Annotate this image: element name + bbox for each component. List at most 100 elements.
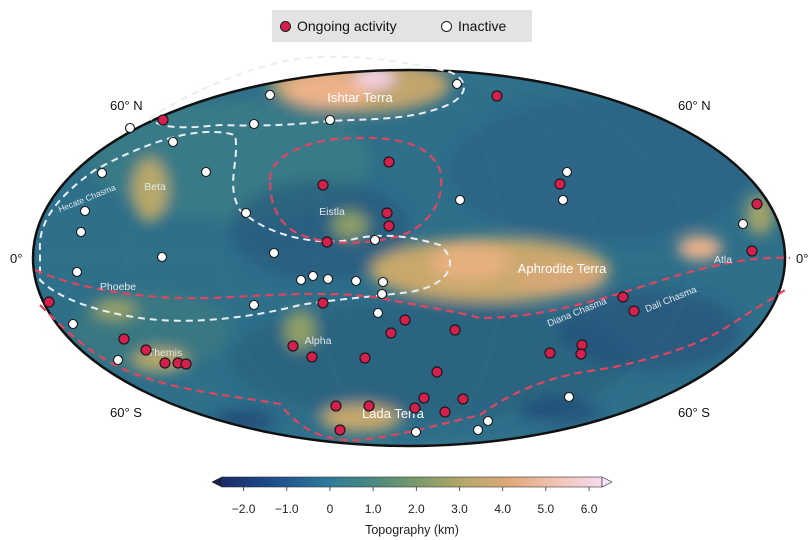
inactive-marker — [372, 307, 384, 319]
colorbar-tick-label: 4.0 — [494, 502, 512, 516]
ishtar-boundary — [148, 55, 465, 129]
ongoing-activity-marker — [431, 366, 443, 378]
ongoing-activity-marker — [383, 156, 395, 168]
legend-label-inactive: Inactive — [458, 18, 507, 34]
label-themis: Themis — [148, 347, 182, 359]
ongoing-activity-marker — [751, 198, 763, 210]
colorbar-bar — [221, 476, 603, 488]
lat-label-60s-right: 60° S — [678, 405, 710, 420]
ongoing-activity-marker — [157, 114, 169, 126]
inactive-marker — [200, 166, 212, 178]
ongoing-activity-marker — [381, 207, 393, 219]
ongoing-activity-marker — [334, 424, 346, 436]
ongoing-marker-icon — [280, 20, 291, 32]
inactive-marker — [248, 118, 260, 130]
colorbar-tick-label: 0 — [326, 502, 334, 516]
label-phoebe: Phoebe — [100, 281, 136, 293]
ongoing-activity-marker — [118, 333, 130, 345]
inactive-marker — [307, 270, 319, 282]
ongoing-activity-marker — [180, 358, 192, 370]
inactive-province-boundaries — [38, 55, 465, 322]
inactive-marker — [71, 266, 83, 278]
label-ishtar: Ishtar Terra — [327, 90, 393, 105]
label-atla: Atla — [714, 254, 732, 266]
ongoing-activity-marker — [409, 402, 421, 414]
inactive-marker — [376, 288, 388, 300]
inactive-marker-icon — [441, 20, 452, 32]
inactive-marker — [240, 207, 252, 219]
inactive-marker — [410, 426, 422, 438]
inactive-marker — [377, 276, 389, 288]
inactive-marker — [563, 391, 575, 403]
map-legend: Ongoing activity Inactive — [272, 10, 532, 42]
colorbar-ticks — [243, 487, 590, 491]
colorbar-gradient — [212, 476, 612, 491]
lat-label-60n-left: 60° N — [110, 98, 143, 113]
inactive-marker — [156, 251, 168, 263]
topography-colorbar: −2.0 −1.0 0 1.0 2.0 3.0 4.0 5.0 6.0 Topography (… — [212, 476, 612, 537]
northern-active-belt — [34, 256, 791, 320]
inactive-marker — [472, 424, 484, 436]
inactive-marker — [324, 114, 336, 126]
ongoing-activity-marker — [43, 296, 55, 308]
legend-item-inactive: Inactive — [441, 18, 506, 34]
inactive-marker — [75, 226, 87, 238]
inactive-marker — [264, 89, 276, 101]
ongoing-activity-marker — [287, 340, 299, 352]
inactive-marker — [295, 274, 307, 286]
ongoing-activity-marker — [418, 392, 430, 404]
ongoing-activity-marker — [330, 400, 342, 412]
lat-label-60n-right: 60° N — [678, 98, 711, 113]
ongoing-activity-marker — [317, 297, 329, 309]
ongoing-activity-marker — [363, 400, 375, 412]
ongoing-activity-marker — [575, 348, 587, 360]
ongoing-activity-marker — [321, 236, 333, 248]
inactive-marker — [67, 318, 79, 330]
eistla-boundary — [268, 136, 443, 244]
ongoing-activity-marker — [628, 305, 640, 317]
inactive-marker — [454, 194, 466, 206]
inactive-marker — [268, 247, 280, 259]
ongoing-activity-marker — [544, 347, 556, 359]
inactive-marker — [561, 166, 573, 178]
colorbar-tick-label: −2.0 — [231, 502, 256, 516]
ongoing-activity-marker — [140, 344, 152, 356]
colorbar-title: Topography (km) — [365, 523, 459, 537]
colorbar-max-extend — [601, 476, 612, 488]
inactive-marker — [96, 167, 108, 179]
lat-label-eq-left: 0° — [10, 251, 22, 266]
inactive-marker — [350, 275, 362, 287]
colorbar-tick-label: 2.0 — [407, 502, 425, 516]
ongoing-activity-marker — [385, 327, 397, 339]
legend-label-ongoing: Ongoing activity — [297, 18, 397, 34]
inactive-marker — [322, 273, 334, 285]
active-province-boundaries — [34, 136, 791, 442]
ongoing-activity-marker — [399, 314, 411, 326]
ongoing-activity-marker — [317, 179, 329, 191]
inactive-marker — [557, 194, 569, 206]
colorbar-min-extend — [212, 476, 223, 488]
inactive-marker — [369, 234, 381, 246]
ongoing-activity-marker — [554, 178, 566, 190]
ongoing-activity-marker — [439, 406, 451, 418]
label-lada: Lada Terra — [362, 406, 425, 421]
colorbar-tick-label: 1.0 — [364, 502, 382, 516]
inactive-marker — [167, 136, 179, 148]
label-alpha: Alpha — [305, 335, 332, 347]
inactive-marker — [482, 415, 494, 427]
lat-label-eq-right: 0° — [796, 251, 808, 266]
inactive-marker — [124, 122, 136, 134]
ongoing-activity-marker — [457, 393, 469, 405]
inactive-marker — [451, 78, 463, 90]
label-beta: Beta — [144, 181, 166, 193]
colorbar-tick-label: 6.0 — [580, 502, 598, 516]
colorbar-tick-label: 3.0 — [451, 502, 468, 516]
inactive-marker — [112, 354, 124, 366]
latitude-labels: 60° N 60° N 0° 0° 60° S 60° S — [10, 98, 808, 420]
ongoing-activity-markers — [43, 90, 763, 436]
ongoing-activity-marker — [449, 324, 461, 336]
ongoing-activity-marker — [306, 351, 318, 363]
label-aphrodite: Aphrodite Terra — [518, 261, 607, 276]
legend-item-ongoing: Ongoing activity — [280, 18, 397, 34]
